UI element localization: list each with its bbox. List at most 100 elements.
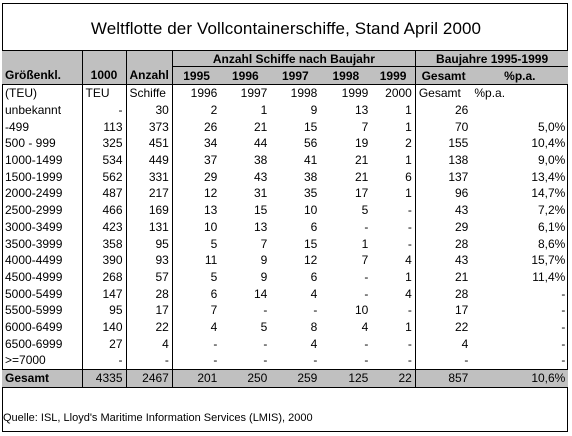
table-cell: Schiffe bbox=[125, 84, 173, 102]
table-cell: 6 bbox=[405, 169, 412, 184]
group-header-baujahr: Anzahl Schiffe nach Baujahr bbox=[171, 50, 416, 67]
table-cell: 11 bbox=[171, 251, 221, 269]
table-cell: 5000-5499 bbox=[5, 286, 63, 301]
table-cell: - bbox=[407, 219, 412, 234]
table-cell: 30 bbox=[125, 101, 173, 119]
table-cell: - bbox=[561, 319, 566, 334]
table-cell: 4 bbox=[310, 286, 318, 301]
column-header: 1999 bbox=[371, 66, 416, 85]
table-row: 500 - 999 325 451 34 44 56 19 2 155 10,4% bbox=[2, 135, 568, 152]
table-cell: 8 bbox=[310, 319, 318, 334]
table-cell: 1996 bbox=[171, 84, 221, 102]
table-cell: 26 bbox=[414, 101, 472, 119]
table-cell: 1999 bbox=[341, 86, 369, 101]
table-cell: - bbox=[407, 303, 412, 318]
table-cell: 451 bbox=[125, 135, 173, 152]
table-cell: 38 bbox=[303, 169, 318, 184]
table-cell: >=7000 bbox=[5, 353, 46, 368]
table-cell: 29 bbox=[171, 168, 221, 186]
table-cell: 1000-1499 bbox=[5, 153, 63, 168]
table-cell: - bbox=[171, 352, 221, 370]
table-cell: 4 bbox=[310, 336, 318, 351]
source-note: Quelle: ISL, Lloyd's Maritime Informatio… bbox=[3, 412, 313, 424]
fleet-table: Anzahl Schiffe nach Baujahr Baujahre 199… bbox=[2, 50, 569, 388]
table-cell: 268 bbox=[81, 268, 126, 286]
table-cell: 125 bbox=[320, 368, 372, 388]
table-cell: 5 bbox=[260, 319, 268, 334]
table-row: 3000-3499 423 131 10 13 6- -29 6,1% bbox=[2, 218, 568, 236]
table-cell: 7 bbox=[171, 301, 221, 319]
table-row: >=7000- - - - - - - - - bbox=[2, 352, 568, 370]
column-header: 1996 bbox=[220, 66, 271, 85]
table-cell: 27 bbox=[81, 335, 126, 352]
units-row: (TEU) TEU Schiffe 1996 1997 1998 1999 20… bbox=[2, 84, 568, 102]
table-cell: TEU bbox=[81, 84, 126, 102]
table-cell: - bbox=[81, 352, 126, 370]
table-cell: 43 bbox=[414, 201, 472, 219]
table-cell: 1500-1999 bbox=[5, 169, 63, 184]
table-cell: 6 bbox=[310, 269, 318, 284]
table-cell: 28 bbox=[414, 235, 472, 252]
table-cell: 487 bbox=[81, 185, 126, 202]
table-cell: - bbox=[263, 353, 268, 368]
total-row: Gesamt 4335 2467 201 250 259 125 22 857 … bbox=[2, 368, 569, 388]
column-header: Größenkl. bbox=[2, 66, 82, 85]
table-cell: -499 bbox=[5, 119, 30, 134]
column-header: %p.a. bbox=[471, 66, 569, 85]
table-cell: - bbox=[561, 286, 566, 301]
table-row: 1000-1499 534 449 37 38 41 21 1 138 9,0% bbox=[2, 151, 568, 169]
table-row: 4000-4499 390 93 11 9 12 7 4 43 15,7% bbox=[2, 251, 568, 269]
table-cell: 13 bbox=[253, 219, 268, 234]
table-cell: 96 bbox=[414, 185, 472, 202]
column-header: 1000 bbox=[81, 66, 126, 85]
table-cell: 10 bbox=[354, 303, 369, 318]
table-cell: 6 bbox=[310, 219, 318, 234]
table-row: 2500-2999 466 169 13 15 10 5 -43 7,2% bbox=[2, 201, 568, 219]
table-cell: 4 bbox=[361, 319, 369, 334]
column-header: Anzahl bbox=[125, 66, 173, 85]
table-cell: 15 bbox=[253, 203, 268, 218]
table-frame: Weltflotte der Vollcontainerschiffe, Sta… bbox=[2, 3, 568, 432]
table-cell: 5,0% bbox=[537, 119, 566, 134]
table-cell: 6000-6499 bbox=[5, 319, 63, 334]
table-cell: 21 bbox=[253, 119, 268, 134]
table-cell: 5 bbox=[361, 203, 369, 218]
table-cell: 1 bbox=[405, 153, 412, 168]
table-cell: 41 bbox=[303, 153, 318, 168]
table-cell: 13,4% bbox=[531, 169, 566, 184]
table-cell: 2000-2499 bbox=[5, 186, 63, 201]
table-cell: 2 bbox=[405, 136, 412, 151]
table-cell: 9 bbox=[310, 103, 318, 118]
table-cell: 138 bbox=[414, 151, 472, 169]
table-cell: 1998 bbox=[290, 86, 318, 101]
table-row: 3500-3999 358 95 5 7 15 1 -28 8,6% bbox=[2, 235, 568, 252]
table-cell: 358 bbox=[81, 235, 126, 252]
table-row: 6500-6999 27 4- -4- -4- bbox=[2, 335, 568, 352]
table-cell: 17 bbox=[354, 186, 369, 201]
table-cell: 534 bbox=[81, 151, 126, 169]
table-cell: 1 bbox=[405, 103, 412, 118]
table-row: 4500-4999 268 57 5 9 6 - 1 21 11,4% bbox=[2, 268, 568, 286]
table-cell: - bbox=[313, 353, 318, 368]
table-cell: 14,7% bbox=[531, 186, 566, 201]
table-cell: 2500-2999 bbox=[5, 203, 63, 218]
table-row: 1500-1999 562 331 29 43 38 21 6 137 13,4% bbox=[2, 168, 568, 186]
table-cell: 7,2% bbox=[537, 203, 566, 218]
table-cell: 9,0% bbox=[537, 153, 566, 168]
table-cell: 28 bbox=[125, 285, 173, 302]
table-row: 6000-6499 140 22 4 5 8 4 1 22- bbox=[2, 318, 568, 336]
table-cell: 373 bbox=[125, 118, 173, 136]
table-cell: 1 bbox=[260, 103, 268, 118]
table-cell: 93 bbox=[125, 251, 173, 269]
table-cell: 1 bbox=[405, 319, 412, 334]
table-cell: 390 bbox=[81, 251, 126, 269]
table-cell: Gesamt bbox=[414, 84, 472, 102]
table-row: 2000-2499 487 217 12 31 35 17 1 96 14,7% bbox=[2, 185, 568, 202]
column-header: Gesamt bbox=[414, 66, 472, 85]
table-row: -499 113 373 26 21 15 7 1 70 5,0% bbox=[2, 118, 568, 136]
table-cell: - bbox=[407, 203, 412, 218]
table-cell: 4000-4499 bbox=[5, 253, 63, 268]
table-cell: - bbox=[364, 353, 369, 368]
table-cell: 14 bbox=[253, 286, 268, 301]
table-cell: 7 bbox=[260, 236, 268, 251]
